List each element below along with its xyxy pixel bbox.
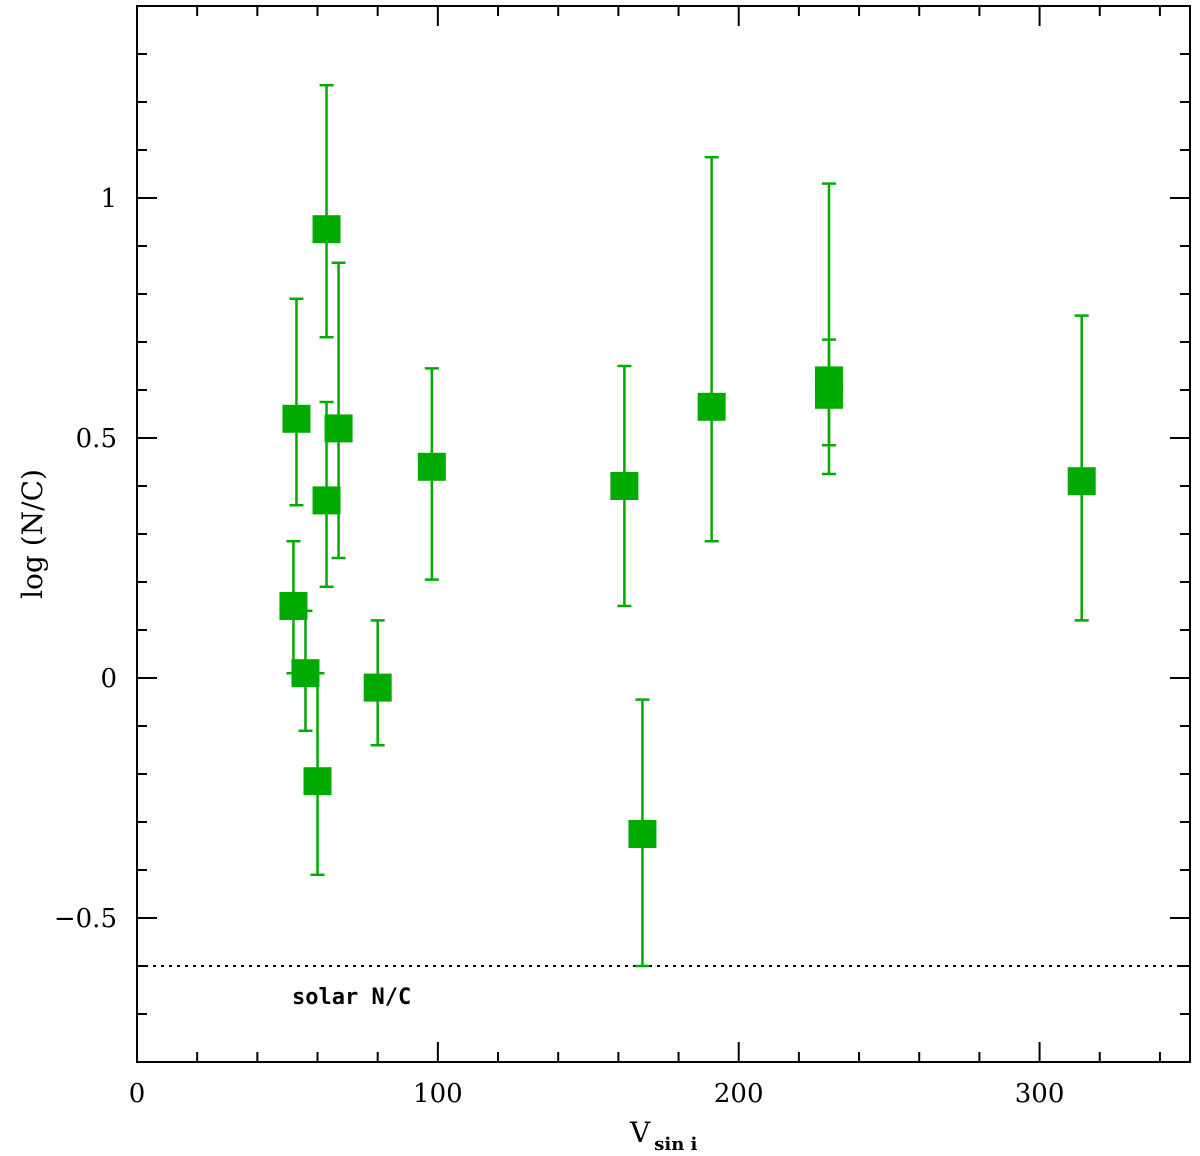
data-point-square: [628, 820, 657, 848]
axis-labels-layer: 0 100 200 300 −0.5 0 0.5 1: [54, 184, 1065, 1109]
data-point-square: [282, 404, 311, 433]
x-tick-label: 200: [714, 1079, 764, 1109]
data-points-layer: [279, 215, 1096, 848]
data-point-square: [312, 486, 341, 515]
x-axis-label-main: V: [629, 1116, 651, 1149]
y-tick-label: 0: [100, 664, 117, 694]
x-tick-label: 0: [129, 1079, 146, 1109]
error-bars-layer: [286, 83, 1089, 968]
y-axis-label: log (N/C): [16, 469, 49, 599]
axis-ticks-layer: [136, 5, 1190, 1063]
y-tick-label: −0.5: [54, 904, 117, 934]
data-point-square: [312, 215, 341, 244]
data-point-square: [1067, 467, 1096, 496]
x-tick-label: 300: [1015, 1079, 1065, 1109]
data-point-square: [417, 452, 446, 481]
data-point-square: [279, 592, 308, 620]
x-tick-label: 100: [413, 1079, 463, 1109]
plot-frame: [136, 5, 1191, 1063]
solar-nc-annotation: solar N/C: [292, 985, 411, 1010]
data-point-square: [324, 414, 353, 443]
data-point-square: [814, 380, 843, 409]
data-point-square: [610, 472, 639, 500]
data-point-square: [363, 673, 392, 702]
data-point-square: [291, 659, 320, 688]
data-point-square: [303, 767, 332, 796]
y-tick-label: 1: [100, 184, 117, 214]
data-point-square: [697, 392, 726, 421]
x-axis-label-subscript: sin i: [654, 1134, 697, 1155]
y-tick-label: 0.5: [76, 424, 117, 454]
